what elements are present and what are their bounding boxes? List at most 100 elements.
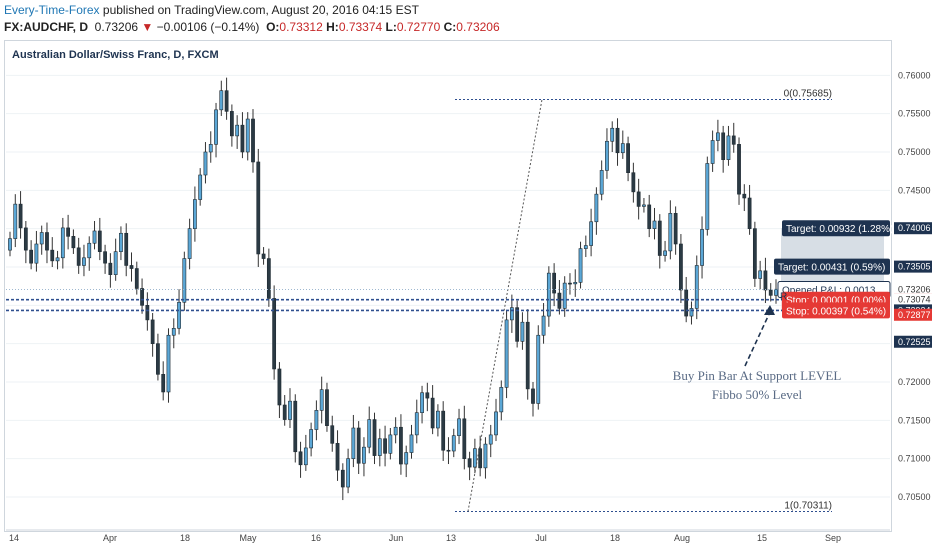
candle-body [673,213,678,245]
y-tick-label: 0.71500 [898,415,931,425]
candle-body [752,228,757,279]
candle-body [8,238,12,251]
candle-body [119,232,123,252]
x-tick-label: 18 [180,533,190,543]
candle-body [161,374,166,393]
candle-body [92,230,97,244]
x-tick-label: 16 [311,533,321,543]
candle-body [362,446,366,464]
candle-body [525,321,530,390]
candle-body [13,203,18,239]
candle-body [18,203,23,229]
candle-body [404,452,409,465]
candle-body [187,228,192,259]
candle-body [568,282,572,285]
candle-body [103,251,107,264]
candle-body [34,243,39,264]
candle-body [134,268,139,289]
price-label: 0.74006 [898,223,931,233]
candle-body [425,392,430,399]
candle-body [679,243,683,291]
candle-body [108,262,113,275]
candle-body [562,282,567,309]
candle-body [478,448,483,469]
annotation-text: Fibbo 50% Level [712,387,803,402]
candle-body [626,143,630,173]
position-label: Stop: 0.00397 (0.54%) [786,306,886,317]
candle-body [314,410,319,430]
candle-body [462,418,467,459]
candle-body [245,118,250,153]
partial-label: R [780,291,787,302]
candle-body [224,90,229,112]
low-label: L: [385,20,397,34]
candle-body [578,248,583,283]
candle-body [520,321,525,342]
candle-body [605,140,609,171]
candle-body [150,319,155,344]
candle-body [541,315,546,336]
candle-body [319,389,324,411]
candle-body [583,245,588,249]
price-label-bg [894,308,932,321]
candle-body [599,170,604,195]
position-label: Target: 0.00431 (0.59%) [778,263,885,274]
candle-body [193,199,197,229]
candle-body [272,298,277,370]
candle-body [536,334,541,404]
y-tick-label: 0.71000 [898,454,931,464]
x-tick-label: Jul [535,533,547,543]
candle-body [256,161,261,255]
candle-body [113,251,118,275]
candle-body [436,410,440,429]
candle-body [763,270,768,291]
candle-body [87,242,92,259]
candle-body [235,124,240,137]
high-value: 0.73374 [338,20,383,34]
candle-body [156,343,160,375]
position-label: Target: 0.00932 (1.28%) [786,224,893,235]
candle-body [472,448,477,468]
candle-body [293,400,298,453]
y-tick-label: 0.74500 [898,185,931,195]
high-label: H: [326,20,339,34]
candle-body [129,265,134,269]
candle-body [663,250,667,256]
fib-trend-line [467,99,543,512]
x-tick-label: Jun [389,533,404,543]
candle-body [589,221,593,246]
candle-body [531,388,535,404]
candle-body [631,172,636,193]
author-link[interactable]: Every-Time-Forex [4,3,100,17]
candle-body [430,397,435,429]
candle-body [504,319,509,388]
published-text: published on TradingView.com, August 20,… [102,3,419,17]
x-tick-label: 15 [757,533,767,543]
candle-body [557,292,562,309]
price-label-bg [894,260,932,273]
candle-body [182,258,187,303]
candle-body [499,387,504,413]
candle-body [552,272,557,294]
candle-body [251,118,255,163]
candle-body [214,109,218,145]
candle-body [393,426,398,436]
candle-body [367,419,372,448]
price-label: 0.72525 [898,337,931,347]
annotation-arrow [744,311,771,367]
candle-body [325,389,329,426]
candle-body [467,458,472,468]
candle-body [282,404,287,420]
publish-header: Every-Time-Forex published on TradingVie… [4,3,419,17]
candle-body [509,307,514,321]
candle-body [145,305,150,321]
candle-body [288,400,292,420]
last-price: 0.73206 [94,20,139,34]
candle-body [266,258,271,299]
open-value: 0.73312 [279,20,323,34]
candle-body [483,443,488,469]
candle-body [705,163,710,230]
candle-body [441,410,446,451]
candle-body [97,230,102,252]
